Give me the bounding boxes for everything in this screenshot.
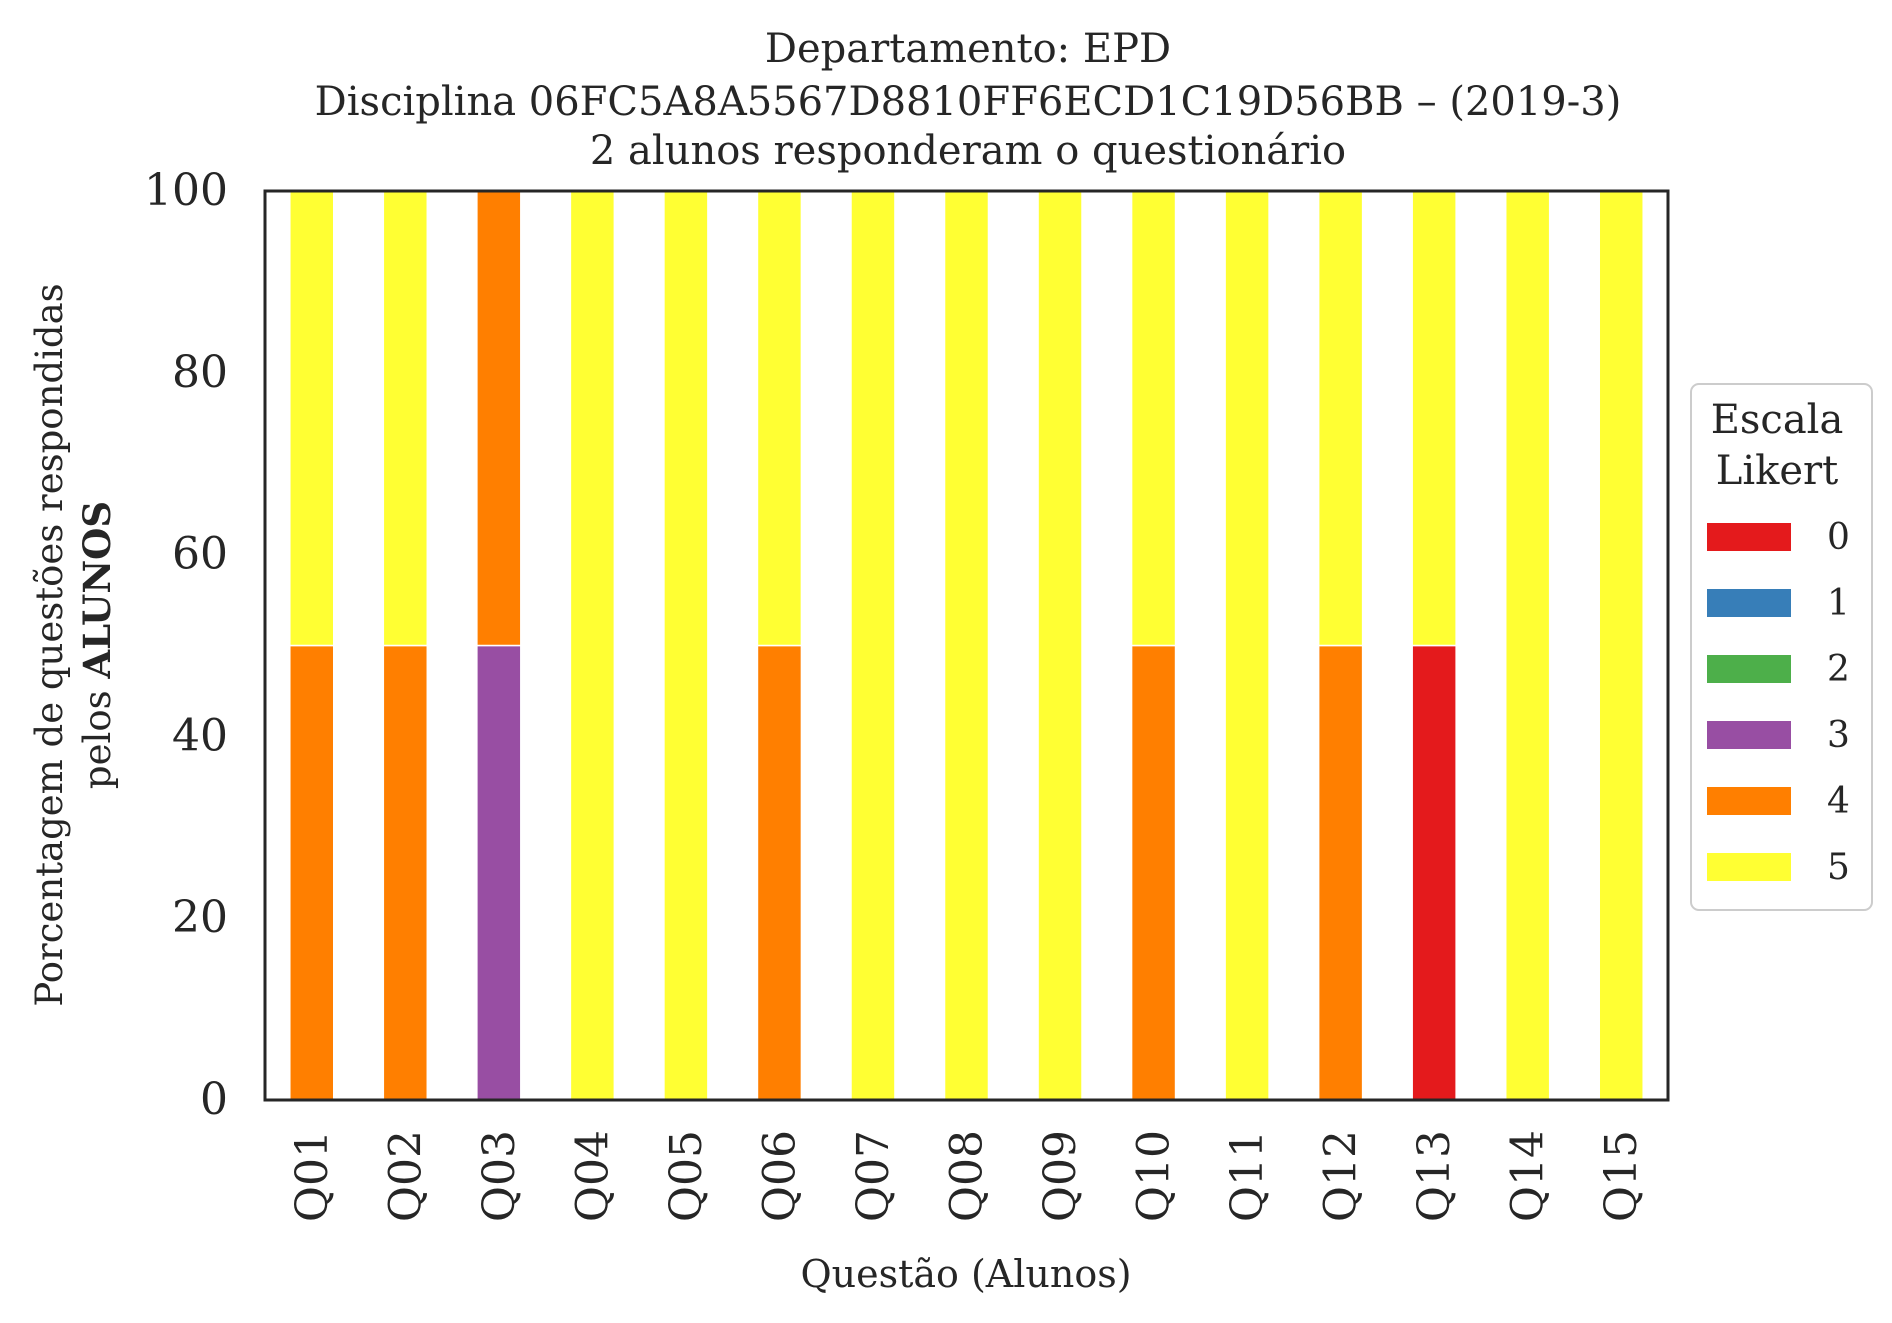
legend-label-4: 4 (1827, 781, 1850, 822)
title-line-2: Disciplina 06FC5A8A5567D8810FF6ECD1C19D5… (315, 79, 1622, 125)
legend-label-3: 3 (1827, 715, 1850, 756)
y-tick-label-80: 80 (172, 347, 228, 398)
legend-swatch-0 (1707, 523, 1791, 551)
bar-q02-likert-4 (382, 644, 429, 1101)
bar-q12-likert-4 (1317, 644, 1364, 1101)
legend-swatch-4 (1707, 787, 1791, 815)
bar-q01-likert-5 (289, 190, 335, 647)
legend: Escala Likert 0 1 2 3 4 5 (1690, 383, 1873, 911)
x-tick-label-q07: Q07 (848, 1130, 899, 1222)
y-tick-label-0: 0 (200, 1074, 228, 1125)
bar-q08-likert-5 (943, 190, 990, 1101)
x-tick-label-q04: Q04 (567, 1130, 618, 1222)
bar-q06-likert-5 (756, 190, 803, 647)
bar-q04-likert-5 (569, 190, 616, 1101)
bar-q14-likert-5 (1504, 190, 1551, 1101)
y-axis-ticks: 0 20 40 60 80 100 (144, 165, 228, 1125)
y-tick-label-60: 60 (172, 529, 228, 580)
y-axis-label-line-1: Porcentagem de questões respondidas (28, 283, 71, 1006)
legend-swatch-2 (1707, 655, 1791, 683)
bar-q01-likert-4 (289, 644, 335, 1101)
bar-q11-likert-5 (1224, 190, 1270, 1101)
x-tick-label-q02: Q02 (380, 1130, 431, 1222)
legend-swatch-5 (1707, 853, 1791, 881)
y-axis-label-prefix: pelos (76, 679, 119, 789)
bar-q06-likert-4 (756, 644, 803, 1101)
x-tick-label-q14: Q14 (1503, 1130, 1554, 1222)
bars-group (289, 190, 1644, 1101)
plot-frame (263, 189, 1670, 1102)
legend-swatch-1 (1707, 589, 1791, 617)
x-tick-label-q13: Q13 (1409, 1130, 1460, 1222)
x-axis-ticks: Q01 Q02 Q03 Q04 Q05 Q06 Q07 Q08 Q09 Q10 Q11 Q12 Q13 Q… (287, 1130, 1647, 1222)
title-line-1: Departamento: EPD (765, 26, 1171, 72)
bar-q12-likert-5 (1317, 190, 1364, 647)
x-tick-label-q06: Q06 (754, 1130, 805, 1222)
legend-box (1690, 383, 1873, 911)
x-tick-label-q15: Q15 (1596, 1130, 1647, 1222)
legend-title-line-2: Likert (1716, 448, 1838, 494)
x-tick-label-q01: Q01 (287, 1130, 338, 1222)
bar-q03-likert-3 (476, 644, 522, 1101)
legend-label-5: 5 (1827, 847, 1850, 888)
bar-q07-likert-5 (850, 190, 896, 1101)
y-tick-label-100: 100 (144, 165, 228, 216)
chart-title: Departamento: EPD Disciplina 06FC5A8A556… (315, 26, 1622, 174)
x-tick-label-q12: Q12 (1316, 1130, 1367, 1222)
legend-title-line-1: Escala (1711, 397, 1844, 443)
bar-q02-likert-5 (382, 190, 429, 647)
bar-q13-likert-0 (1411, 644, 1457, 1101)
bar-q10-likert-4 (1130, 644, 1177, 1101)
y-tick-label-20: 20 (172, 892, 228, 943)
x-tick-label-q10: Q10 (1129, 1130, 1180, 1222)
x-tick-label-q03: Q03 (474, 1130, 525, 1222)
x-tick-label-q09: Q09 (1035, 1130, 1086, 1222)
bar-q13-likert-5 (1411, 190, 1457, 647)
x-tick-label-q11: Q11 (1222, 1130, 1273, 1222)
y-axis-label: Porcentagem de questões respondidas pelo… (28, 283, 119, 1006)
legend-swatch-3 (1707, 721, 1791, 749)
x-axis-label: Questão (Alunos) (800, 1252, 1131, 1296)
y-axis-label-bold: ALUNOS (75, 501, 119, 680)
legend-label-1: 1 (1827, 583, 1850, 624)
y-axis-label-line-2: pelos ALUNOS (75, 501, 119, 789)
bar-q09-likert-5 (1037, 190, 1083, 1101)
y-tick-label-40: 40 (172, 710, 228, 761)
bar-q05-likert-5 (663, 190, 709, 1101)
title-line-3: 2 alunos responderam o questionário (590, 128, 1346, 174)
legend-label-2: 2 (1827, 649, 1850, 690)
legend-entries: 0 1 2 3 4 5 (1707, 517, 1850, 888)
x-tick-label-q08: Q08 (942, 1130, 993, 1222)
bar-q03-likert-4 (476, 190, 522, 647)
bar-q10-likert-5 (1130, 190, 1177, 647)
x-tick-label-q05: Q05 (661, 1130, 712, 1222)
bar-q15-likert-5 (1598, 190, 1644, 1101)
legend-label-0: 0 (1827, 517, 1850, 558)
